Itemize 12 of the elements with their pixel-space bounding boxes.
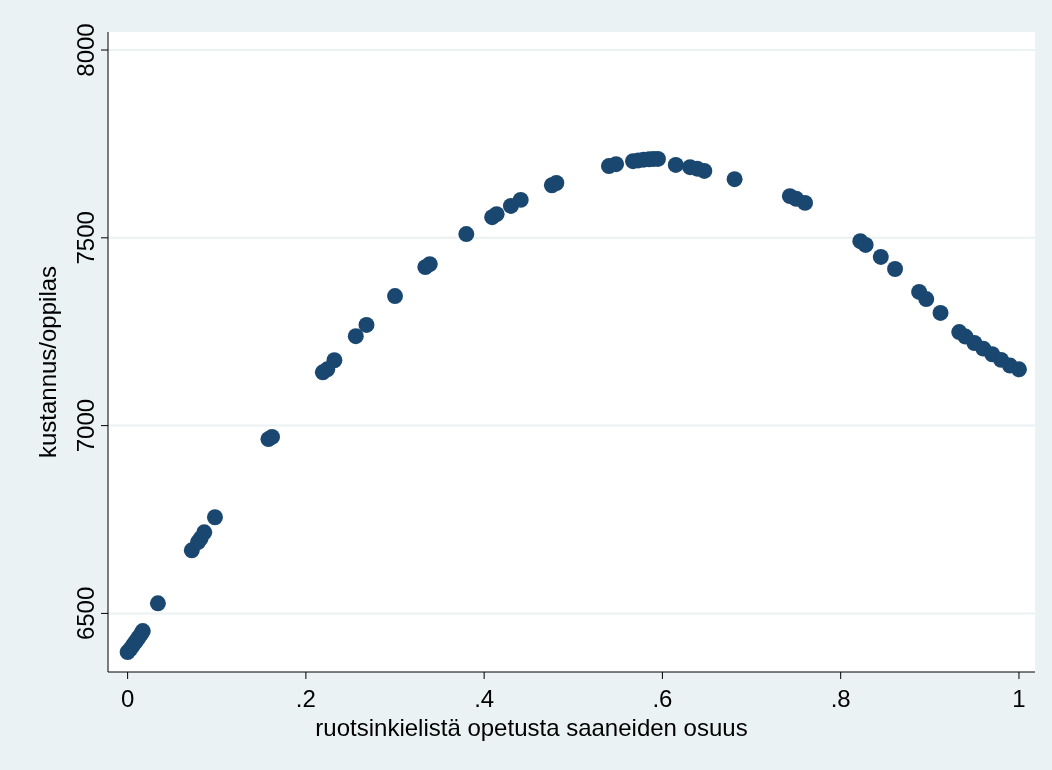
x-tick-label: 1 bbox=[1012, 685, 1026, 712]
x-tick-label: .8 bbox=[830, 685, 851, 712]
x-axis-title: ruotsinkielistä opetusta saaneiden osuus bbox=[315, 714, 748, 741]
y-tick-label: 8000 bbox=[72, 23, 99, 77]
x-tick-label: .2 bbox=[295, 685, 316, 712]
y-tick-label: 6500 bbox=[72, 586, 99, 641]
y-tick-label: 7500 bbox=[72, 211, 99, 265]
x-tick-label: .6 bbox=[652, 685, 673, 712]
y-axis-title: kustannus/oppilas bbox=[34, 265, 61, 459]
x-tick-label: 0 bbox=[120, 685, 135, 712]
x-tick-label: .4 bbox=[474, 685, 495, 712]
y-tick-label: 7000 bbox=[72, 398, 99, 453]
